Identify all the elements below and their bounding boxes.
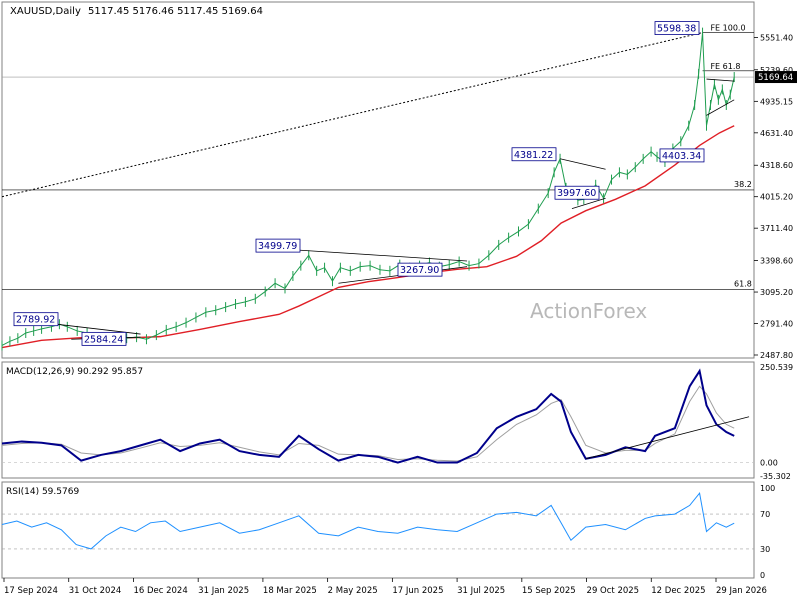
price-y-tick-5: 4015.20 <box>760 193 793 202</box>
annotation-box-4 <box>255 238 301 253</box>
annotation-box-6 <box>13 312 59 327</box>
rsi-label: RSI(14) 59.5769 <box>6 487 79 497</box>
annotation-label-3: 4403.34 <box>662 151 701 162</box>
level-label-3: 61.8 <box>734 279 752 288</box>
pattern-line-6 <box>706 78 735 82</box>
macd-y-tick-0: 250.539 <box>760 363 793 372</box>
price-y-tick-6: 3711.40 <box>760 224 793 233</box>
x-tick-9: 29 Oct 2025 <box>587 586 640 596</box>
rsi-y-tick-3: 0 <box>760 571 765 580</box>
level-label-1: FE 61.8 <box>710 62 740 71</box>
macd-y-tick-2: -35.302 <box>760 472 791 481</box>
annotation-box-7 <box>81 331 127 346</box>
price-panel-frame <box>1 1 755 359</box>
annotation-label-6: 2789.92 <box>16 315 55 326</box>
rsi-y-tick-0: 100 <box>760 484 775 493</box>
x-tick-5: 2 May 2025 <box>328 586 378 596</box>
macd-y-tick-1: 0.00 <box>760 459 778 468</box>
rsi-panel-frame <box>1 481 755 579</box>
pattern-line-0 <box>56 323 141 335</box>
macd-panel-frame <box>1 361 755 479</box>
x-tick-7: 31 Jul 2025 <box>457 586 505 596</box>
price-y-tick-10: 2487.80 <box>760 351 793 360</box>
long-trendline <box>1 32 703 198</box>
price-layer: FE 100.0 FE 61.8 38.2 61.8 5598.38 4381.22 399… <box>1 21 754 351</box>
rsi-line <box>1 492 735 550</box>
x-tick-4: 18 Mar 2025 <box>263 586 317 596</box>
price-y-tick-3: 4631.40 <box>760 129 793 138</box>
macd-label: MACD(12,26,9) 90.292 95.857 <box>6 367 143 377</box>
rsi-y-tick-1: 70 <box>760 510 770 519</box>
macd-trendline <box>585 416 750 460</box>
pattern-line-5 <box>571 197 606 210</box>
price-y-tick-2: 4935.15 <box>760 97 793 106</box>
x-tick-2: 16 Dec 2024 <box>133 586 187 596</box>
x-tick-10: 12 Dec 2025 <box>651 586 705 596</box>
ohlc-label: 5117.45 5176.46 5117.45 5169.64 <box>88 6 263 17</box>
pattern-line-7 <box>706 99 735 116</box>
price-y-tick-7: 3398.60 <box>760 257 793 266</box>
annotation-label-2: 3997.60 <box>557 188 596 199</box>
x-tick-1: 31 Oct 2024 <box>69 586 122 596</box>
price-y-tick-8: 3095.20 <box>760 288 793 297</box>
pattern-line-4 <box>559 158 606 170</box>
current-price-tag <box>755 71 797 84</box>
annotation-box-2 <box>554 185 600 200</box>
annotation-label-0: 5598.38 <box>657 24 696 35</box>
symbol-label: XAUUSD,Daily <box>10 6 81 17</box>
x-tick-8: 15 Sep 2025 <box>522 586 576 596</box>
macd-layer <box>1 368 754 464</box>
axis-layer: 5551.40 5239.60 4935.15 4631.40 4318.60 4015.… <box>3 33 797 596</box>
macd-line <box>1 368 735 464</box>
annotation-box-0 <box>654 21 700 35</box>
level-label-0: FE 100.0 <box>710 24 745 33</box>
rsi-layer <box>1 492 754 550</box>
current-price-label: 5169.64 <box>758 73 793 83</box>
x-tick-11: 29 Jan 2026 <box>716 586 767 596</box>
watermark: ActionForex <box>530 299 647 323</box>
price-y-tick-1: 5239.60 <box>760 66 793 75</box>
pattern-line-2 <box>298 249 468 262</box>
x-tick-6: 17 Jun 2025 <box>392 586 443 596</box>
price-y-tick-9: 2791.40 <box>760 320 793 329</box>
annotation-box-1 <box>511 147 557 162</box>
x-tick-3: 31 Jan 2025 <box>198 586 249 596</box>
price-y-tick-0: 5551.40 <box>760 33 793 42</box>
level-label-2: 38.2 <box>734 180 752 189</box>
annotation-label-1: 4381.22 <box>514 150 553 161</box>
annotation-label-7: 2584.24 <box>84 334 123 345</box>
annotation-box-5 <box>397 262 443 277</box>
rsi-y-tick-2: 30 <box>760 545 770 554</box>
macd-signal-line <box>1 385 735 462</box>
x-tick-0: 17 Sep 2024 <box>4 586 58 596</box>
annotation-label-5: 3267.90 <box>400 265 439 276</box>
annotation-label-4: 3499.79 <box>258 241 297 252</box>
annotation-box-3 <box>659 148 705 163</box>
price-y-tick-4: 4318.60 <box>760 161 793 170</box>
